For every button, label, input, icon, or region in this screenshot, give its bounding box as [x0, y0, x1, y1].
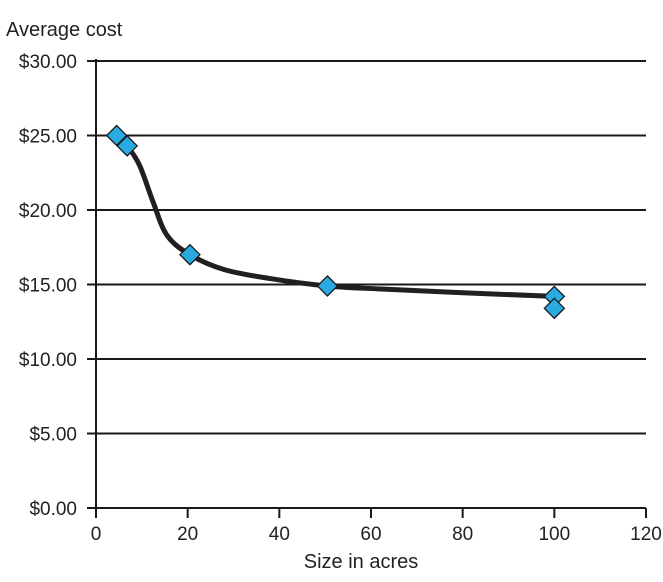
y-tick-label-2: $10.00 [19, 350, 77, 371]
data-points [105, 124, 566, 320]
data-point-3 [316, 275, 339, 297]
y-tick-label-1: $5.00 [29, 425, 77, 446]
y-tick-label-3: $15.00 [19, 276, 77, 297]
y-axis-title: Average cost [6, 19, 123, 41]
x-tick-label-6: 120 [630, 524, 662, 545]
x-tick-label-2: 40 [269, 524, 290, 545]
data-point-0 [105, 124, 128, 147]
trend-line [114, 133, 557, 299]
x-tick-label-1: 20 [177, 524, 198, 545]
x-tick-label-3: 60 [360, 524, 381, 545]
x-axis-title: Size in acres [304, 551, 419, 573]
gridlines [96, 60, 646, 435]
data-point-1 [116, 135, 139, 157]
x-tick-label-4: 80 [452, 524, 473, 545]
x-tick-label-0: 0 [91, 524, 102, 545]
x-tick-label-5: 100 [538, 524, 570, 545]
x-axis-ticks: 0 20 40 60 80 100 120 [91, 508, 662, 545]
y-tick-label-5: $25.00 [19, 127, 77, 148]
data-point-2 [179, 243, 201, 266]
data-point-5 [543, 297, 566, 320]
y-axis-ticks: $0.00 $5.00 $10.00 $15.00 $20.00 $25.00 $30.00 [19, 52, 96, 520]
y-tick-label-6: $30.00 [19, 52, 77, 73]
y-tick-label-4: $20.00 [19, 201, 77, 222]
y-tick-label-0: $0.00 [29, 499, 77, 520]
